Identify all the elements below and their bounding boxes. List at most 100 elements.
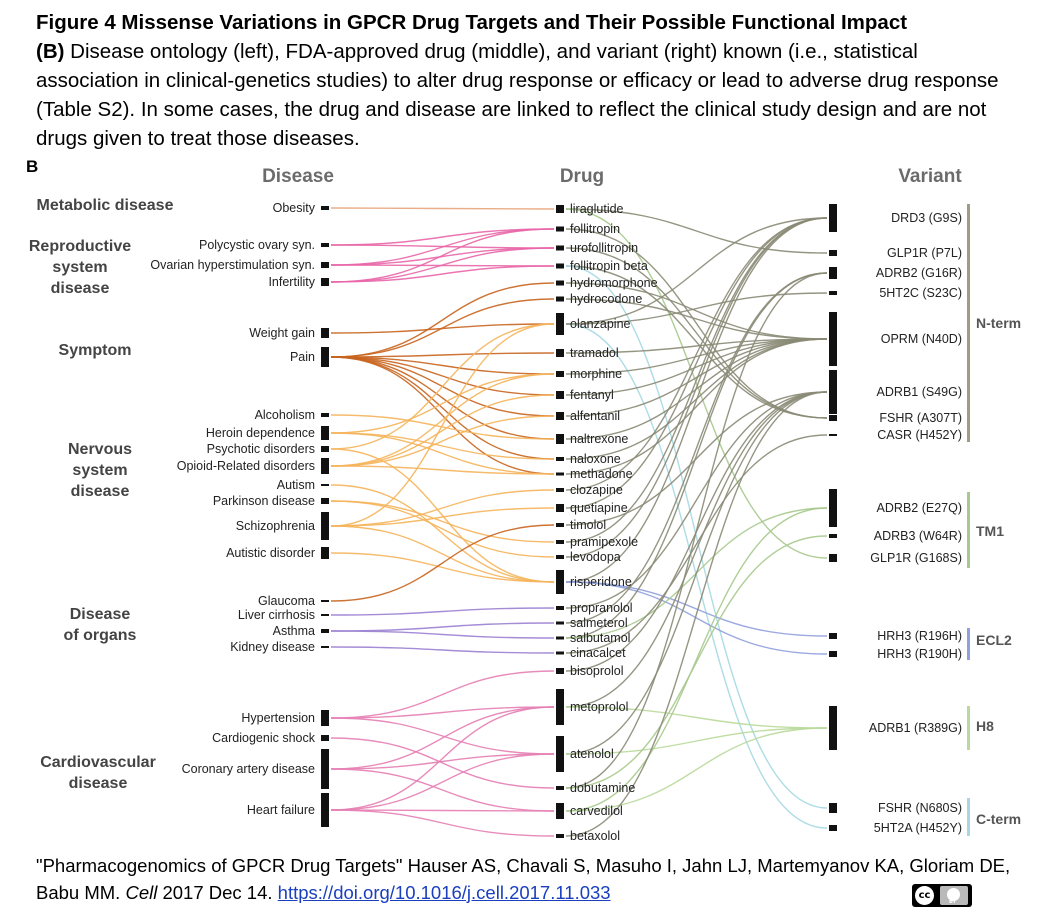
variant-node-5ht2a-h452y[interactable] [829,825,837,831]
disease-node-schizophrenia[interactable] [321,512,329,540]
drug-node-timolol[interactable] [556,523,564,527]
drug-node-liraglutide[interactable] [556,205,564,213]
drug-node-salbutamol[interactable] [556,636,564,640]
variant-node-fshr-a307t[interactable] [829,415,837,421]
link-schizophrenia-to-clozapine [330,489,555,527]
drug-node-metoprolol[interactable] [556,689,564,725]
doi-link[interactable]: https://doi.org/10.1016/j.cell.2017.11.0… [277,882,611,903]
disease-label-cardiogenic-shock: Cardiogenic shock [212,731,316,745]
disease-node-pain[interactable] [321,347,329,367]
disease-node-infertility[interactable] [321,278,329,286]
variant-node-adrb3-w64r[interactable] [829,534,837,538]
journal-name: Cell [125,882,158,903]
variant-node-hrh3-r190h[interactable] [829,651,837,657]
drug-node-bisoprolol[interactable] [556,668,564,674]
disease-node-parkinson-disease[interactable] [321,498,329,504]
disease-node-heroin-dependence[interactable] [321,426,329,440]
drug-node-propranolol[interactable] [556,606,564,610]
variant-node-oprm-n40d[interactable] [829,312,837,366]
variant-label-oprm-n40d: OPRM (N40D) [881,332,962,346]
drug-node-dobutamine[interactable] [556,786,564,790]
link-opioid-related-disorders-to-morphine [330,373,555,467]
drug-node-urofollitropin[interactable] [556,245,564,251]
drug-node-cinacalcet[interactable] [556,651,564,655]
drug-node-olanzapine[interactable] [556,313,564,335]
drug-node-tramadol[interactable] [556,349,564,357]
drug-node-carvedilol[interactable] [556,803,564,819]
drug-node-hydrocodone[interactable] [556,296,564,302]
variant-node-glp1r-g168s[interactable] [829,554,837,562]
drug-node-alfentanil[interactable] [556,412,564,420]
drug-node-morphine[interactable] [556,371,564,377]
link-heart-failure-to-carvedilol [330,809,555,812]
disease-node-hypertension[interactable] [321,710,329,726]
variant-node-5ht2c-s23c[interactable] [829,291,837,295]
drug-node-risperidone[interactable] [556,570,564,594]
disease-node-autistic-disorder[interactable] [321,547,329,559]
disease-label-weight-gain: Weight gain [249,326,315,340]
region-label-n-term: N-term [976,315,1021,331]
disease-node-liver-cirrhosis[interactable] [321,614,329,616]
drug-node-levodopa[interactable] [556,555,564,559]
disease-node-cardiogenic-shock[interactable] [321,735,329,741]
link-carvedilol-to-adrb2-e27q [565,507,828,812]
drug-label-salmeterol: salmeterol [570,616,628,630]
drug-node-quetiapine[interactable] [556,504,564,512]
region-bar-ecl2 [967,628,970,660]
link-obesity-to-liraglutide [330,207,555,210]
variant-node-adrb1-r389g[interactable] [829,706,837,750]
disease-node-obesity[interactable] [321,206,329,210]
disease-node-coronary-artery-disease[interactable] [321,749,329,789]
drug-node-naloxone[interactable] [556,457,564,461]
variant-node-fshr-n680s[interactable] [829,803,837,813]
link-hypertension-to-bisoprolol [330,670,555,719]
link-dobutamine-to-adrb3-w64r [565,535,828,789]
link-levodopa-to-drd3-g9s [565,217,828,558]
variant-node-hrh3-r196h[interactable] [829,633,837,639]
drug-node-naltrexone[interactable] [556,434,564,444]
disease-node-opioid-related-disorders[interactable] [321,458,329,474]
variant-node-glp1r-p7l[interactable] [829,250,837,256]
variant-node-adrb2-g16r[interactable] [829,267,837,279]
cc-by-license-icon[interactable]: cc BY [912,884,972,907]
variant-node-drd3-g9s[interactable] [829,204,837,232]
variant-node-adrb2-e27q[interactable] [829,489,837,527]
disease-node-heart-failure[interactable] [321,793,329,827]
variant-label-glp1r-p7l: GLP1R (P7L) [887,246,962,260]
link-hypertension-to-metoprolol [330,706,555,719]
link-hydromorphone-to-oprm-n40d [565,282,828,340]
drug-node-salmeterol[interactable] [556,621,564,625]
link-follitropin-beta-to-fshr-n680s [565,265,828,809]
drug-node-methadone[interactable] [556,472,564,476]
link-autistic-disorder-to-risperidone [330,552,555,583]
disease-label-asthma: Asthma [273,624,315,638]
drug-label-tramadol: tramadol [570,346,619,360]
link-parkinson-disease-to-pramipexole [330,500,555,543]
disease-node-alcoholism[interactable] [321,413,329,417]
drug-node-clozapine[interactable] [556,488,564,492]
drug-node-atenolol[interactable] [556,736,564,772]
drug-node-follitropin[interactable] [556,226,564,232]
description-text: Disease ontology (left), FDA-approved dr… [36,40,999,150]
link-quetiapine-to-drd3-g9s [565,217,828,509]
variant-node-adrb1-s49g[interactable] [829,370,837,414]
disease-label-coronary-artery-disease: Coronary artery disease [182,762,315,776]
drug-node-pramipexole[interactable] [556,540,564,544]
disease-drug-links [330,207,555,837]
disease-node-asthma[interactable] [321,629,329,633]
disease-node-ovarian-hyperstimulation-syn[interactable] [321,262,329,268]
disease-node-kidney-disease[interactable] [321,646,329,648]
drug-node-follitropin-beta[interactable] [556,263,564,269]
drug-label-salbutamol: salbutamol [570,631,630,645]
link-opioid-related-disorders-to-fentanyl [330,394,555,467]
disease-node-weight-gain[interactable] [321,328,329,338]
disease-node-autism[interactable] [321,484,329,486]
variant-node-casr-h452y[interactable] [829,434,837,436]
disease-node-psychotic-disorders[interactable] [321,446,329,452]
variant-header: Variant [898,166,962,187]
disease-node-polycystic-ovary-syn[interactable] [321,243,329,247]
drug-node-hydromorphone[interactable] [556,280,564,286]
disease-node-glaucoma[interactable] [321,600,329,602]
drug-node-betaxolol[interactable] [556,834,564,838]
drug-node-fentanyl[interactable] [556,391,564,399]
